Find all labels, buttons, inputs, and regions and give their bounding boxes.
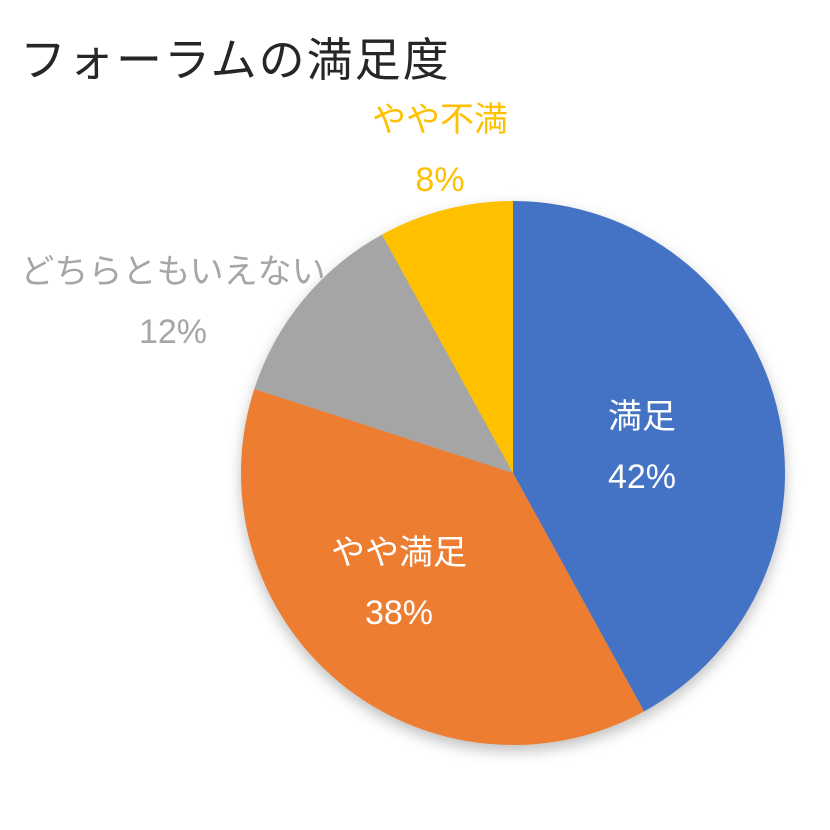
label-neutral: どちらともいえない 12% bbox=[20, 242, 325, 362]
label-percent: 42% bbox=[607, 458, 677, 496]
label-somewhat-satisfied: やや満足 38% bbox=[331, 523, 467, 643]
label-percent: 8% bbox=[415, 161, 465, 199]
label-category: やや満足 bbox=[331, 534, 467, 572]
label-category: どちらともいえない bbox=[20, 253, 326, 291]
label-category: 満足 bbox=[608, 398, 676, 436]
label-satisfied: 満足 42% bbox=[608, 387, 676, 507]
pie-slice-2 bbox=[254, 234, 513, 473]
chart-title: フォーラムの満足度 bbox=[20, 34, 451, 86]
pie-slice-1 bbox=[240, 388, 645, 746]
label-percent: 38% bbox=[364, 594, 434, 632]
pie-slice-0 bbox=[513, 201, 786, 712]
pie-slice-3 bbox=[381, 200, 513, 473]
label-category: やや不満 bbox=[372, 101, 508, 139]
label-percent: 12% bbox=[138, 313, 208, 351]
label-somewhat-dissatisfied: やや不満 8% bbox=[372, 90, 508, 210]
